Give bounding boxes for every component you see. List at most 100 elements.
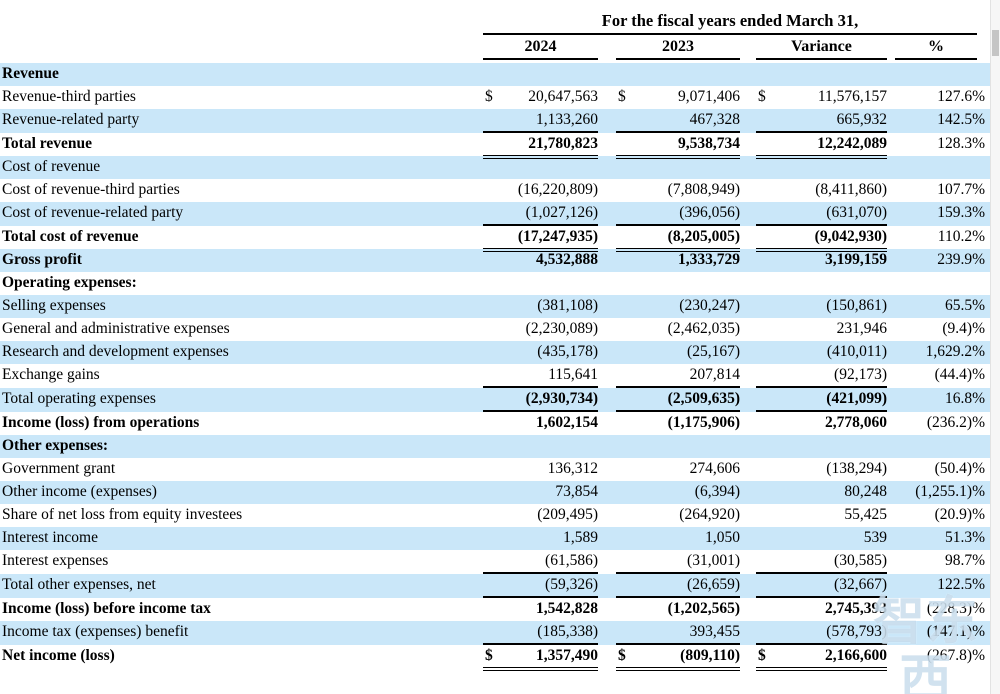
value-variance: 2,778,060 <box>825 414 887 431</box>
value-percent: 128.3% <box>937 135 985 152</box>
row-label: Cost of revenue-third parties <box>2 181 180 198</box>
cell-2023: (2,509,635) <box>616 388 756 412</box>
cell-variance <box>756 63 895 86</box>
income-statement-table: Revenue Revenue-third parties $20,647,56… <box>0 63 992 671</box>
cell-2024: (61,586) <box>483 550 616 574</box>
table-row: Income (loss) before income tax 1,542,82… <box>0 598 992 621</box>
cell-2024 <box>483 63 616 86</box>
cell-2024: $1,357,490 <box>483 645 616 671</box>
value-variance: 55,425 <box>844 506 887 523</box>
row-label: Net income (loss) <box>2 647 115 664</box>
cell-2024: 1,602,154 <box>483 412 616 435</box>
row-label: General and administrative expenses <box>2 320 230 337</box>
value-2024: (1,027,126) <box>525 204 598 221</box>
value-percent: (50.4)% <box>934 460 985 477</box>
row-label: Revenue-related party <box>2 111 140 128</box>
row-label: Interest income <box>2 529 98 546</box>
value-percent: (9.4)% <box>942 320 985 337</box>
value-2024: 21,780,823 <box>528 135 598 152</box>
cell-percent: 127.6% <box>895 86 992 109</box>
cell-percent: 107.7% <box>895 179 992 202</box>
table-row: Cost of revenue <box>0 156 992 179</box>
cell-2024: (59,326) <box>483 574 616 598</box>
value-2023: (2,462,035) <box>667 320 740 337</box>
value-percent: 122.5% <box>937 576 985 593</box>
cell-percent: 110.2% <box>895 226 992 249</box>
table-row: Total other expenses, net (59,326) (26,6… <box>0 574 992 598</box>
cell-2024: (435,178) <box>483 341 616 364</box>
dollar-sign: $ <box>485 647 493 664</box>
cell-2023: (8,205,005) <box>616 226 756 252</box>
cell-2023: 9,538,734 <box>616 133 756 159</box>
value-2024: 1,133,260 <box>536 111 598 128</box>
row-label: Selling expenses <box>2 297 106 314</box>
value-percent: (20.9)% <box>934 506 985 523</box>
vertical-scrollbar[interactable] <box>990 0 1000 694</box>
cell-percent: 1,629.2% <box>895 341 992 364</box>
value-variance: (578,793) <box>826 623 887 640</box>
cell-variance: (9,042,930) <box>756 226 895 252</box>
cell-2024: (2,230,089) <box>483 318 616 341</box>
cell-2023: 1,050 <box>616 527 756 550</box>
cell-percent <box>895 63 992 86</box>
cell-percent: 98.7% <box>895 550 992 574</box>
cell-percent <box>895 272 992 295</box>
table-row: Cost of revenue-third parties (16,220,80… <box>0 179 992 202</box>
cell-percent: (44.4)% <box>895 364 992 388</box>
cell-2023 <box>616 435 756 458</box>
table-row: Income (loss) from operations 1,602,154 … <box>0 412 992 435</box>
table-row: Revenue <box>0 63 992 86</box>
cell-2023: (6,394) <box>616 481 756 504</box>
cell-variance: 12,242,089 <box>756 133 895 159</box>
table-row: Gross profit 4,532,888 1,333,729 3,199,1… <box>0 249 992 272</box>
cell-percent: 142.5% <box>895 109 992 133</box>
value-variance: 665,932 <box>836 111 887 128</box>
cell-variance <box>756 156 895 179</box>
cell-percent <box>895 156 992 179</box>
value-2023: (1,202,565) <box>667 600 740 617</box>
value-variance: 539 <box>863 529 887 546</box>
dollar-sign: $ <box>485 88 493 105</box>
cell-percent: 16.8% <box>895 388 992 412</box>
cell-2024: 1,133,260 <box>483 109 616 133</box>
value-2024: 4,532,888 <box>536 251 598 268</box>
table-row: Other income (expenses) 73,854 (6,394) 8… <box>0 481 992 504</box>
table-row: Interest income 1,589 1,050 539 51.3% <box>0 527 992 550</box>
scrollbar-thumb[interactable] <box>992 30 999 56</box>
value-percent: (1,255.1)% <box>915 483 985 500</box>
cell-2024 <box>483 156 616 179</box>
cell-2023: $9,071,406 <box>616 86 756 109</box>
cell-variance: 2,745,393 <box>756 598 895 621</box>
column-header-variance: Variance <box>756 36 887 60</box>
value-2023: (25,167) <box>687 343 740 360</box>
cell-variance: 665,932 <box>756 109 895 133</box>
value-variance: (138,294) <box>826 460 887 477</box>
value-variance: (92,173) <box>834 366 887 383</box>
cell-variance: (92,173) <box>756 364 895 388</box>
value-variance: 3,199,159 <box>825 251 887 268</box>
value-2023: (264,920) <box>679 506 740 523</box>
value-variance: 12,242,089 <box>817 135 887 152</box>
column-header-percent: % <box>895 36 977 60</box>
cell-percent: 159.3% <box>895 202 992 226</box>
cell-2024: (2,930,734) <box>483 388 616 412</box>
cell-2024: 1,542,828 <box>483 598 616 621</box>
table-row: Revenue-third parties $20,647,563 $9,071… <box>0 86 992 109</box>
table-row: Government grant 136,312 274,606 (138,29… <box>0 458 992 481</box>
table-row: Other expenses: <box>0 435 992 458</box>
value-2024: 20,647,563 <box>528 88 598 105</box>
value-2024: 1,602,154 <box>536 414 598 431</box>
cell-2024: $20,647,563 <box>483 86 616 109</box>
row-label: Interest expenses <box>2 552 109 569</box>
table-row: Cost of revenue-related party (1,027,126… <box>0 202 992 226</box>
row-label: Income (loss) from operations <box>2 414 200 431</box>
cell-2023: (396,056) <box>616 202 756 226</box>
row-label: Revenue <box>2 65 59 82</box>
cell-percent: 239.9% <box>895 249 992 272</box>
dollar-sign: $ <box>758 647 766 664</box>
value-2023: 207,814 <box>689 366 740 383</box>
cell-percent: 65.5% <box>895 295 992 318</box>
table-row: Share of net loss from equity investees … <box>0 504 992 527</box>
table-row: Revenue-related party 1,133,260 467,328 … <box>0 109 992 133</box>
value-2024: 1,589 <box>563 529 598 546</box>
